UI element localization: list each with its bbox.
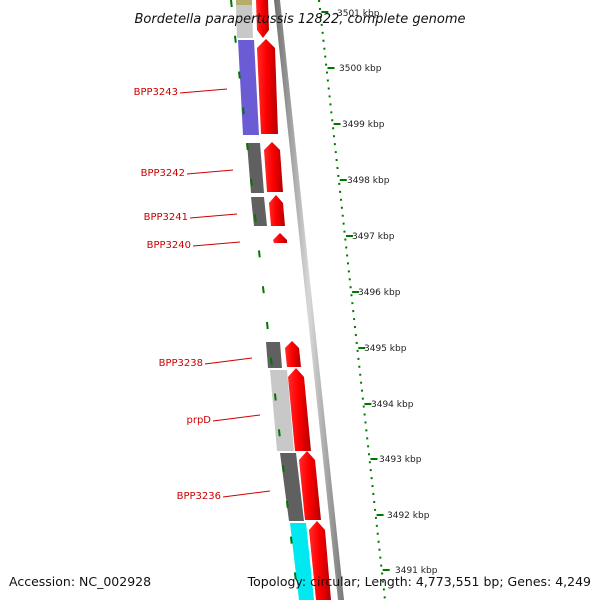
label-leader	[179, 88, 228, 94]
gene-label-bpp3240: BPP3240	[147, 240, 191, 251]
label-leader	[222, 490, 271, 498]
gene-label-prpd: prpD	[186, 415, 211, 426]
cds-arrow	[299, 451, 321, 520]
tick-label: 3498 kbp	[347, 176, 390, 186]
label-leader	[204, 357, 253, 365]
tick-mark	[382, 569, 390, 571]
backbone-ring	[274, 0, 344, 600]
tick-label: 3493 kbp	[379, 455, 422, 465]
tick-label: 3501 kbp	[337, 9, 380, 19]
tick-label: 3495 kbp	[364, 344, 407, 354]
tick-group	[321, 11, 390, 571]
label-leader	[212, 414, 261, 422]
tick-mark	[352, 291, 360, 293]
feature-light	[270, 370, 294, 451]
feature-purple	[238, 40, 259, 135]
feature-dark	[247, 143, 264, 193]
label-leader	[192, 241, 241, 247]
tick-mark	[376, 514, 384, 516]
tick-label: 3494 kbp	[371, 400, 414, 410]
tick-label: 3496 kbp	[358, 288, 401, 298]
gene-label-bpp3243: BPP3243	[134, 87, 178, 98]
accession-text: Accession: NC_002928	[9, 574, 152, 589]
feature-cyan	[290, 523, 314, 600]
tick-mark	[321, 11, 329, 13]
tick-label: 3499 kbp	[342, 120, 385, 130]
feature-dark	[266, 342, 282, 368]
label-leader	[186, 169, 234, 175]
tick-mark	[358, 347, 366, 349]
tick-label: 3492 kbp	[387, 511, 430, 521]
gene-label-bpp3242: BPP3242	[141, 168, 185, 179]
tick-mark	[364, 403, 372, 405]
map-title: Bordetella parapertussis 12822, complete…	[135, 12, 466, 27]
cds-arrow	[257, 39, 278, 134]
tick-mark	[346, 235, 353, 237]
tick-mark	[327, 67, 335, 69]
cds-arrow	[309, 521, 331, 600]
feature-light	[236, 5, 253, 38]
tick-mark	[333, 123, 341, 125]
cds-arrow	[288, 368, 311, 451]
cds-arrow	[264, 142, 283, 192]
tick-mark	[339, 179, 347, 181]
cds-arrow	[256, 0, 269, 38]
tick-label: 3500 kbp	[339, 64, 382, 74]
gene-label-bpp3238: BPP3238	[159, 358, 203, 369]
tick-label: 3497 kbp	[352, 232, 395, 242]
feature-dark	[251, 197, 267, 226]
tick-label: 3491 kbp	[395, 566, 438, 576]
cds-arrow	[285, 341, 301, 367]
cds-arrow	[273, 233, 287, 243]
feature-dark	[280, 453, 304, 521]
gene-label-bpp3241: BPP3241	[144, 212, 188, 223]
cds-arrow	[269, 195, 285, 226]
label-leader	[189, 213, 238, 219]
feature-olive	[236, 0, 252, 5]
tick-mark	[370, 458, 378, 460]
gene-label-bpp3236: BPP3236	[177, 491, 221, 502]
genome-stats-text: Topology: circular; Length: 4,773,551 bp…	[247, 574, 591, 589]
